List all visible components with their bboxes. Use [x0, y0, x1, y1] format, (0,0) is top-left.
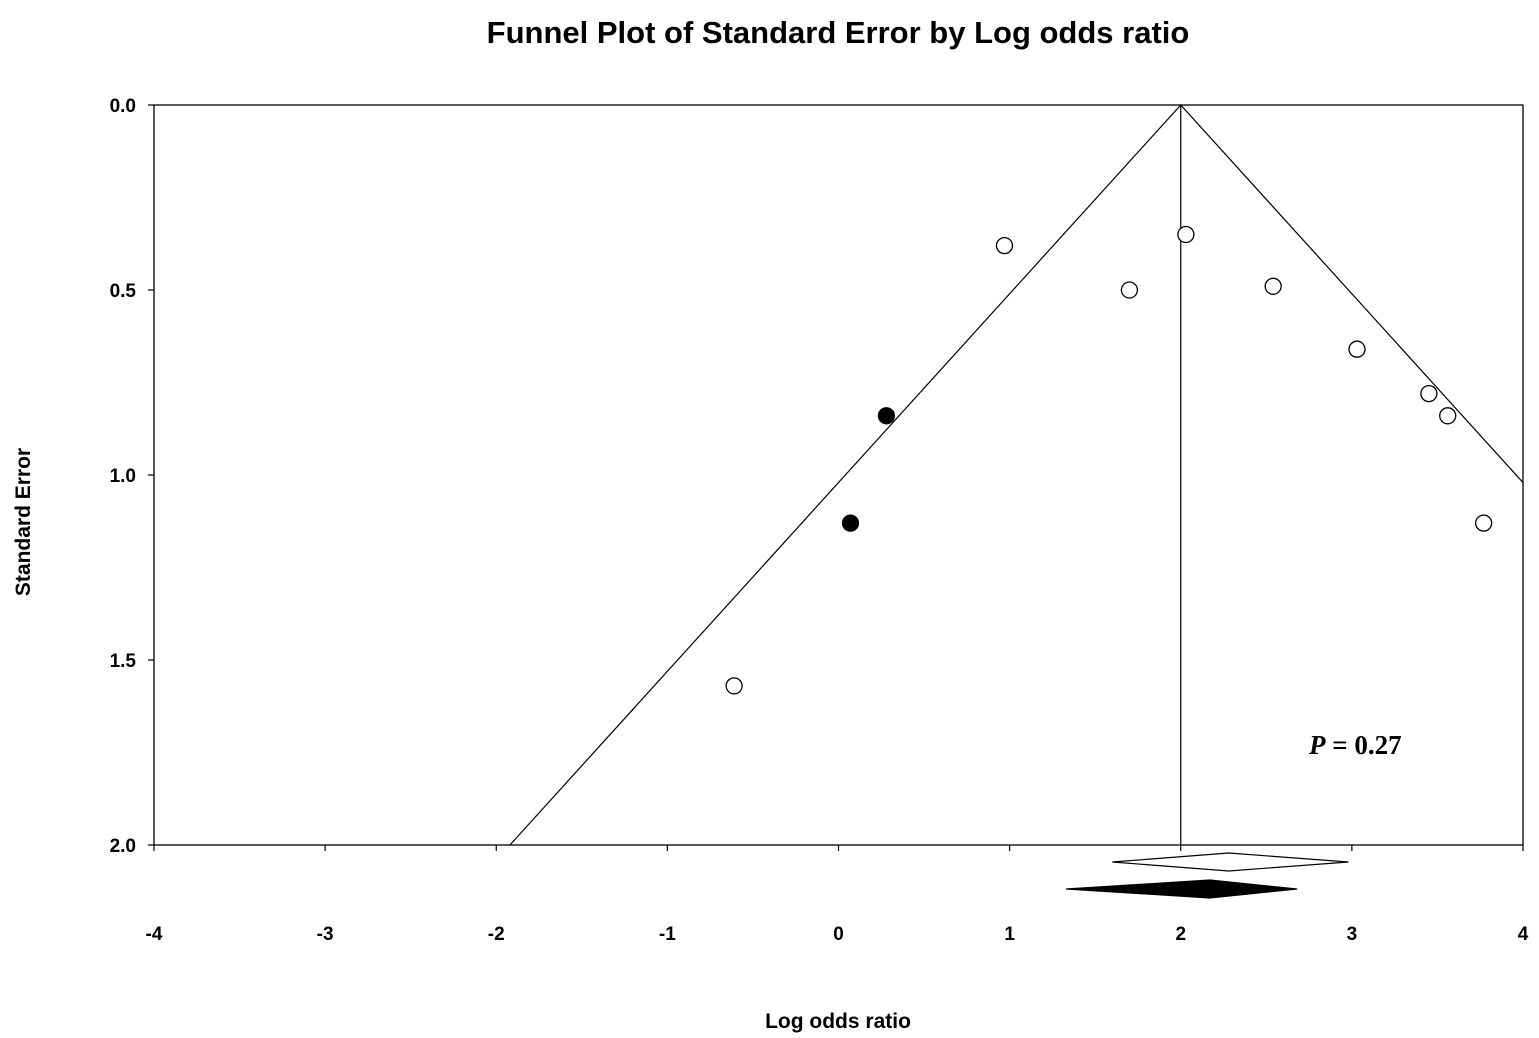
study-point: [1121, 282, 1137, 298]
p-label: P: [1308, 730, 1326, 760]
y-axis-label: Standard Error: [12, 448, 35, 596]
p-value-annotation: P = 0.27: [1308, 730, 1402, 760]
imputed-study-point: [878, 408, 894, 424]
y-tick-label: 0.5: [110, 281, 137, 302]
x-tick-label: -1: [659, 924, 676, 945]
x-tick-label: 2: [1175, 924, 1186, 945]
y-tick-label: 1.0: [110, 466, 136, 487]
y-tick-labels: 0.0 0.5 1.0 1.5 2.0: [110, 96, 137, 857]
x-axis-label: Log odds ratio: [765, 1010, 911, 1033]
x-tick-label: 4: [1518, 924, 1529, 945]
summary-diamond-filled: [1066, 880, 1297, 898]
study-point: [726, 678, 742, 694]
study-point: [996, 238, 1012, 254]
x-tick-label: -3: [317, 924, 334, 945]
x-tick-label: 3: [1347, 924, 1358, 945]
x-tick-label: -2: [488, 924, 505, 945]
summary-diamonds: [1066, 853, 1348, 898]
study-point: [1349, 341, 1365, 357]
study-point: [1440, 408, 1456, 424]
p-value: = 0.27: [1326, 730, 1402, 760]
funnel-right-line: [1181, 105, 1523, 483]
study-point: [1421, 386, 1437, 402]
y-tick-label: 2.0: [110, 836, 136, 857]
x-tick-label: 1: [1004, 924, 1015, 945]
data-points: [726, 227, 1492, 694]
chart-title: Funnel Plot of Standard Error by Log odd…: [487, 15, 1190, 50]
x-tick-label: -4: [146, 924, 163, 945]
funnel-left-line: [510, 105, 1181, 845]
imputed-study-point: [842, 515, 858, 531]
study-point: [1178, 227, 1194, 243]
summary-diamond-open: [1112, 853, 1348, 871]
y-tick-label: 0.0: [110, 96, 136, 117]
y-tick-label: 1.5: [110, 651, 137, 672]
x-tick-labels: -4 -3 -2 -1 0 1 2 3 4: [146, 924, 1529, 945]
x-tick-label: 0: [833, 924, 844, 945]
study-point: [1476, 515, 1492, 531]
study-point: [1265, 278, 1281, 294]
